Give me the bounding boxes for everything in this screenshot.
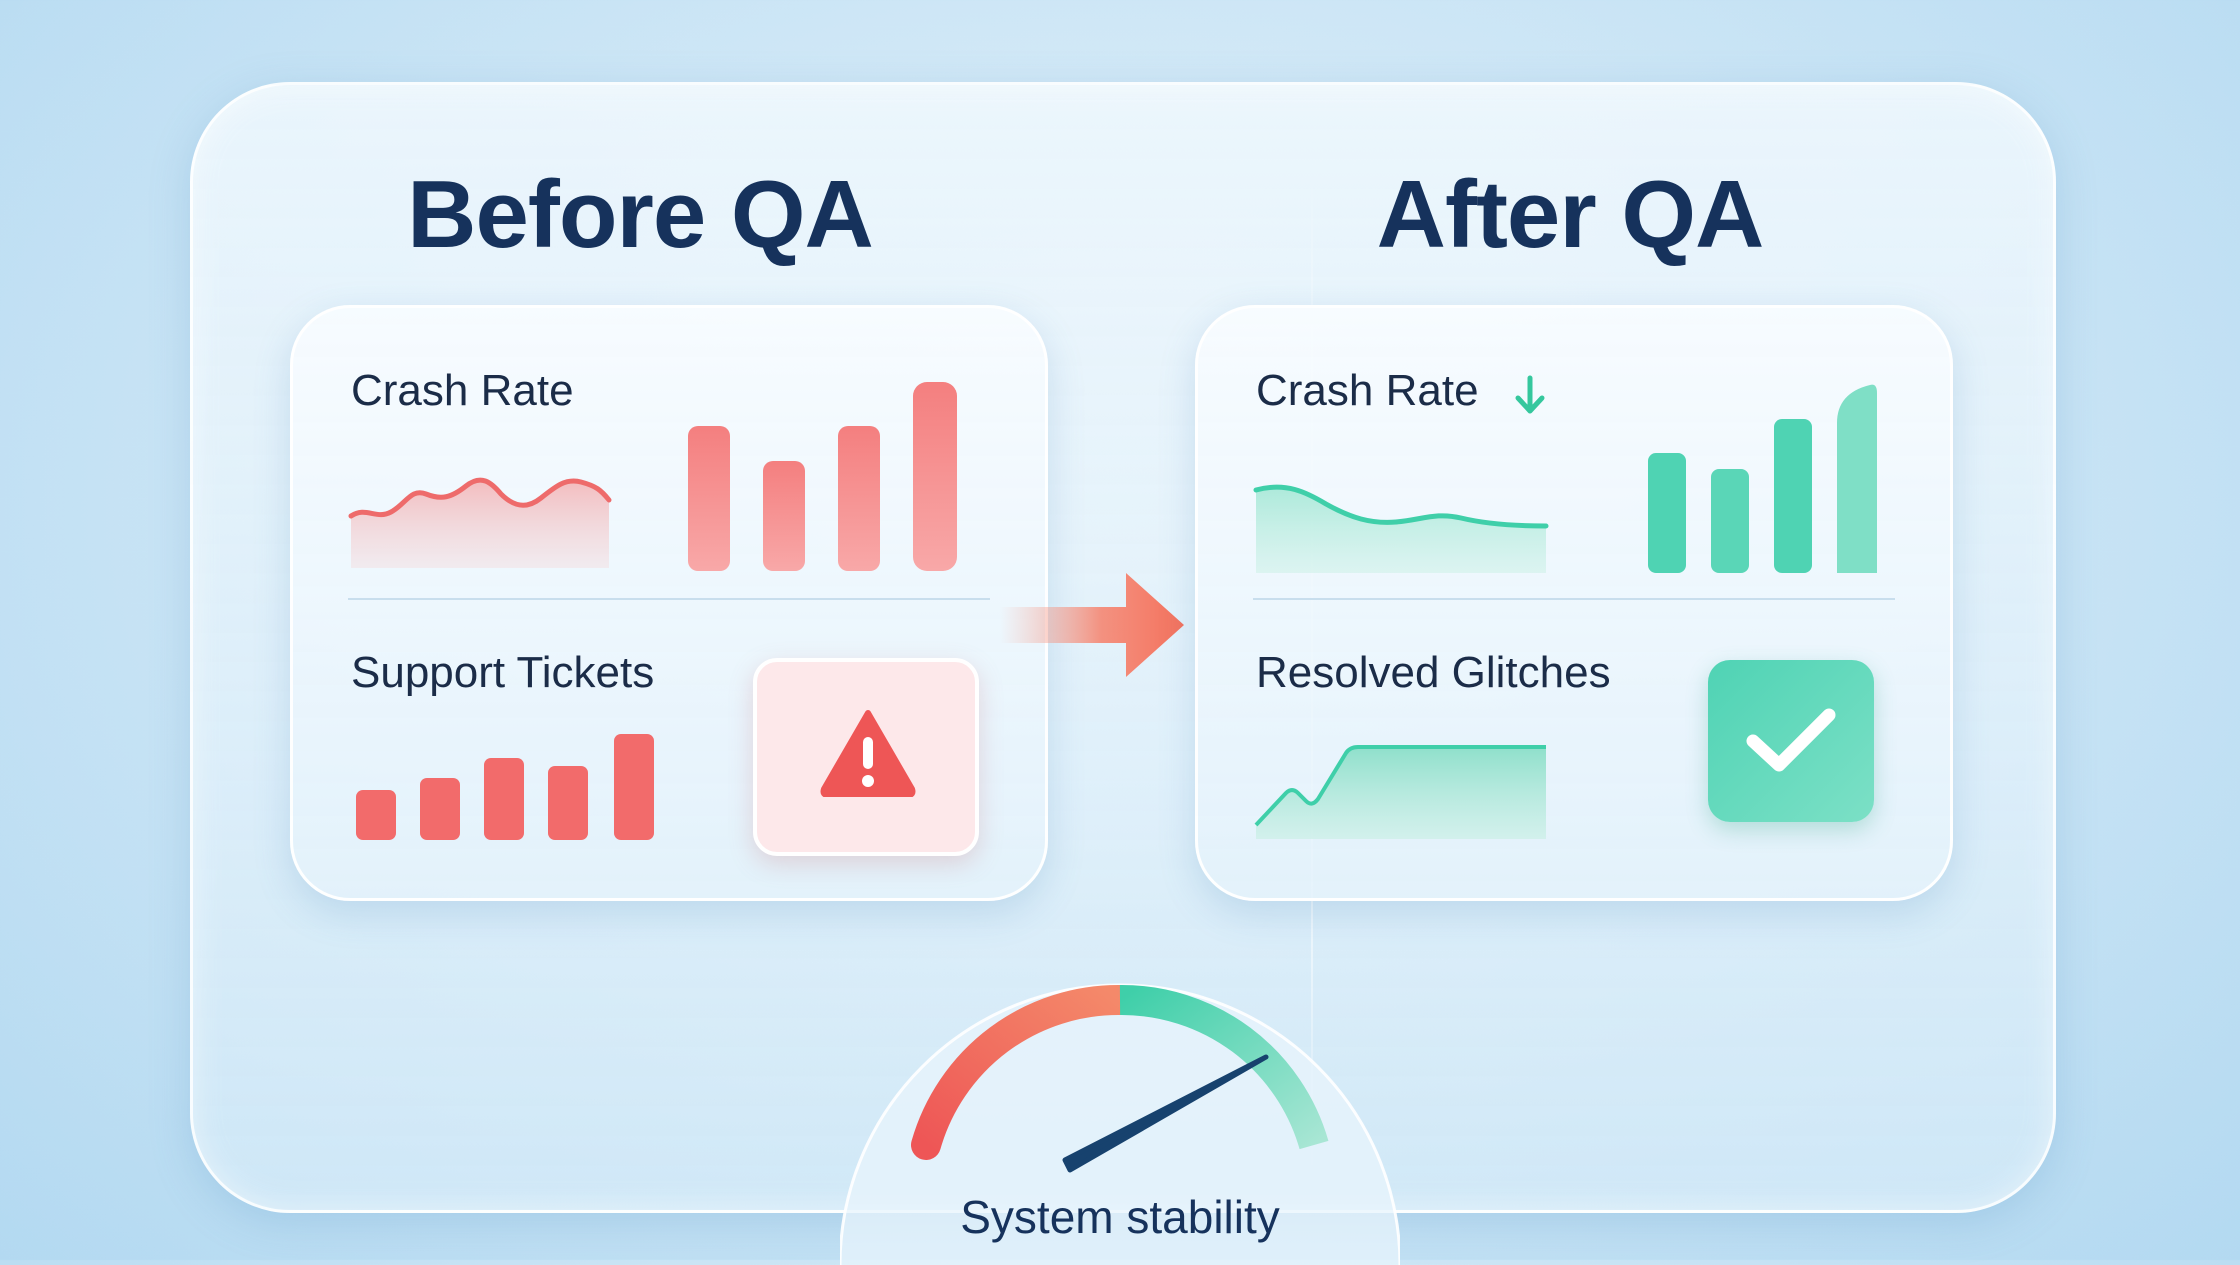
before-qa-panel: Crash Rate Support Tickets: [290, 305, 1048, 901]
before-panel-separator: [348, 598, 990, 600]
bar: [420, 778, 460, 840]
bar: [1837, 384, 1877, 573]
bar: [356, 790, 396, 840]
transition-arrow: [1000, 573, 1184, 677]
before-crash-rate-bars: [688, 382, 957, 571]
bar: [548, 766, 588, 840]
support-tickets-bars: [356, 734, 654, 840]
arrow-down-icon: [1515, 375, 1545, 414]
bar: [614, 734, 654, 840]
before-crash-rate-label: Crash Rate: [351, 366, 574, 415]
after-qa-panel: Crash Rate Resolved Glitches: [1195, 305, 1953, 901]
bar: [688, 426, 730, 571]
resolved-glitches-label: Resolved Glitches: [1256, 648, 1611, 697]
after-crash-rate-bars: [1648, 384, 1877, 573]
warning-icon: [820, 710, 916, 797]
bar: [763, 461, 805, 571]
resolved-check-badge: [1708, 660, 1874, 822]
bar: [484, 758, 524, 840]
bar: [838, 426, 880, 571]
after-crash-rate-label: Crash Rate: [1256, 366, 1479, 415]
system-stability-gauge: System stability: [840, 945, 1400, 1265]
resolved-glitches-area: [1254, 745, 1546, 839]
bar: [1711, 469, 1749, 573]
bar: [1648, 453, 1686, 573]
gauge-arc-low: [911, 984, 1135, 1160]
bar: [913, 382, 957, 571]
before-qa-title: Before QA: [407, 161, 874, 268]
gauge-needle: [1062, 1054, 1269, 1173]
gauge-caption: System stability: [960, 1191, 1280, 1243]
gauge-arc-high: [1119, 984, 1329, 1150]
after-panel-separator: [1253, 598, 1895, 600]
gauge-dial: [840, 983, 1400, 1265]
after-crash-rate-sparkline: [1253, 484, 1549, 573]
warning-badge: [753, 658, 979, 856]
check-icon: [1746, 708, 1836, 772]
bar: [1774, 419, 1812, 573]
support-tickets-label: Support Tickets: [351, 648, 655, 697]
before-crash-rate-sparkline: [348, 477, 612, 568]
after-qa-title: After QA: [1376, 161, 1765, 268]
